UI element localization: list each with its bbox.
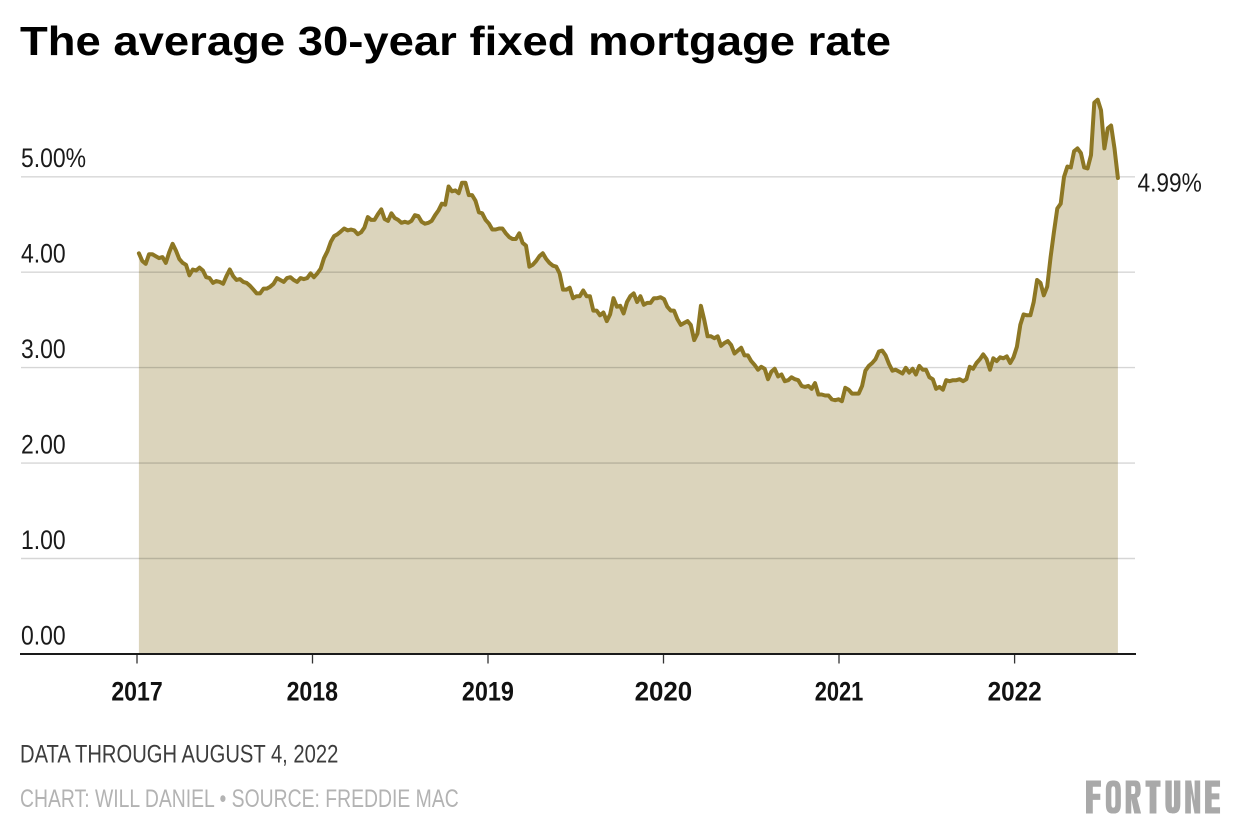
svg-text:CHART: WILL DANIEL • SOURCE: F: CHART: WILL DANIEL • SOURCE: FREDDIE MAC bbox=[20, 784, 459, 812]
svg-text:2019: 2019 bbox=[462, 677, 514, 707]
svg-text:3.00: 3.00 bbox=[21, 334, 66, 364]
svg-text:2020: 2020 bbox=[635, 676, 693, 707]
svg-text:4.99%: 4.99% bbox=[1138, 169, 1202, 198]
svg-text:2021: 2021 bbox=[815, 678, 864, 708]
svg-text:5.00%: 5.00% bbox=[21, 143, 86, 173]
svg-text:2022: 2022 bbox=[988, 678, 1042, 707]
svg-text:2.00: 2.00 bbox=[21, 430, 66, 460]
svg-text:1.00: 1.00 bbox=[21, 525, 66, 555]
svg-text:2018: 2018 bbox=[287, 677, 338, 707]
svg-text:2017: 2017 bbox=[111, 677, 162, 707]
svg-text:DATA THROUGH AUGUST 4, 2022: DATA THROUGH AUGUST 4, 2022 bbox=[20, 739, 338, 768]
svg-text:4.00: 4.00 bbox=[21, 239, 66, 269]
svg-text:The average 30-year fixed mort: The average 30-year fixed mortgage rate bbox=[20, 19, 891, 64]
svg-text:0.00: 0.00 bbox=[21, 621, 66, 651]
